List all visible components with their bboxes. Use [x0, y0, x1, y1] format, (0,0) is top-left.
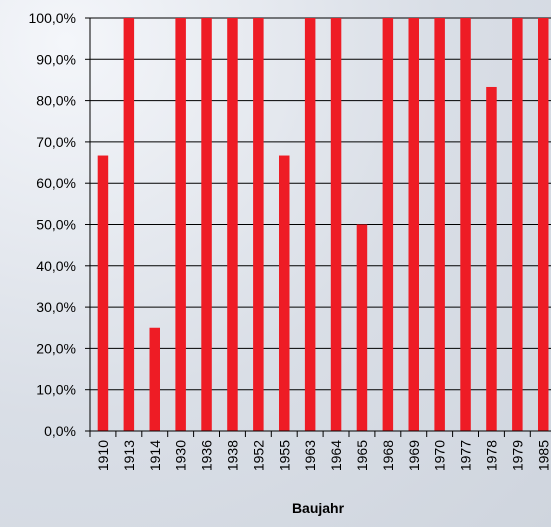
bar-1955: [279, 155, 290, 432]
bar-1913: [123, 18, 135, 431]
x-tick-label: 1985: [535, 440, 551, 471]
y-tick-label: 90,0%: [36, 51, 76, 67]
bars: [97, 18, 549, 432]
y-tick-label: 10,0%: [36, 382, 76, 398]
grid-lines: [90, 17, 551, 391]
bar-1965: [356, 224, 368, 431]
x-tick-label: 1913: [121, 440, 137, 471]
bar-1910: [97, 155, 109, 432]
bar-1930: [175, 18, 186, 431]
x-tick-label: 1930: [173, 440, 189, 471]
bar-1964: [330, 18, 342, 431]
x-axis-ticks: 1910 1913 1914 1930 1936 1938 1952 1955 1963 1964…: [89, 431, 551, 471]
bar-1963: [304, 18, 316, 431]
x-axis-title: Baujahr: [292, 500, 345, 516]
y-tick-label: 30,0%: [36, 299, 76, 315]
x-tick-label: 1955: [276, 440, 292, 471]
x-tick-label: 1914: [147, 440, 163, 471]
y-tick-label: 40,0%: [36, 258, 76, 274]
bar-1978: [486, 86, 497, 431]
bar-1985: [538, 18, 549, 431]
x-tick-label: 1964: [328, 440, 344, 471]
y-tick-label: 0,0%: [44, 423, 76, 439]
x-tick-label: 1965: [354, 440, 370, 471]
bar-1914: [149, 327, 160, 431]
x-tick-label: 1938: [224, 440, 240, 471]
y-tick-label: 60,0%: [36, 175, 76, 191]
x-tick-label: 1963: [302, 440, 318, 471]
bar-1977: [460, 18, 471, 431]
x-tick-label: 1936: [199, 440, 215, 471]
x-tick-label: 1978: [483, 440, 499, 471]
x-tick-label: 1979: [509, 440, 525, 471]
bar-1968: [382, 18, 394, 431]
y-tick-label: 100,0%: [29, 10, 76, 26]
y-tick-label: 50,0%: [36, 217, 76, 233]
x-tick-label: 1970: [432, 440, 448, 471]
x-tick-label: 1910: [95, 440, 111, 471]
y-axis-ticks: 0,0% 10,0% 20,0% 30,0% 40,0% 50,0% 60,0% 70,0% 8…: [29, 10, 90, 439]
bar-1970: [434, 18, 445, 431]
bar-1969: [408, 18, 419, 431]
y-tick-label: 20,0%: [36, 340, 76, 356]
y-tick-label: 70,0%: [36, 134, 76, 150]
bar-1952: [253, 18, 264, 431]
x-tick-label: 1969: [406, 440, 422, 471]
bar-1979: [512, 18, 523, 431]
x-tick-label: 1977: [458, 440, 474, 471]
bar-1938: [227, 18, 238, 431]
bar-1936: [201, 18, 212, 431]
x-tick-label: 1968: [380, 440, 396, 471]
x-tick-label: 1952: [250, 440, 266, 471]
y-tick-label: 80,0%: [36, 93, 76, 109]
